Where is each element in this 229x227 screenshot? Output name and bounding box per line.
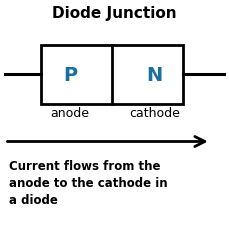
Text: cathode: cathode: [129, 107, 180, 120]
Text: Diode Junction: Diode Junction: [52, 6, 177, 21]
Bar: [41, 45, 183, 104]
Text: anode: anode: [50, 107, 89, 120]
Text: Current flows from the
anode to the cathode in
a diode: Current flows from the anode to the cath…: [9, 159, 168, 206]
Text: N: N: [147, 65, 163, 84]
Text: P: P: [63, 65, 77, 84]
